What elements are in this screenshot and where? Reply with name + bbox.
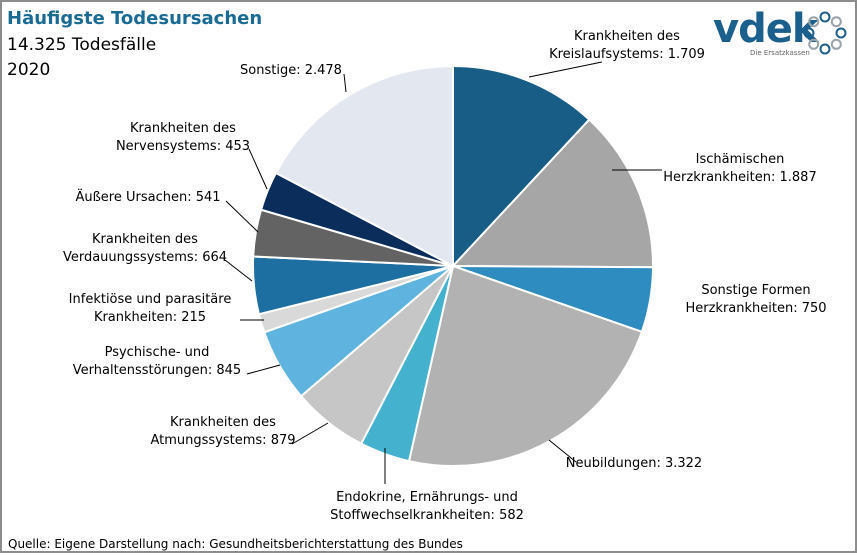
logo-ring-dot (803, 27, 815, 39)
slice-label-line: Sonstige: 2.478 (240, 63, 342, 78)
slice-label: Infektiöse und parasitäre Krankheiten: 21… (69, 292, 232, 325)
slice-label-line: Stoffwechselkrankheiten: 582 (330, 508, 524, 523)
chart-subtitle: 14.325 Todesfälle (7, 35, 157, 55)
label-leader-line (246, 364, 281, 375)
pie-slice (450, 118, 655, 269)
slice-label-line: Neubildungen: 3.322 (566, 456, 702, 471)
label-leader-line (343, 73, 347, 93)
slice-label: Krankheiten des Nervensystems: 453 (116, 121, 250, 154)
slice-label: Psychische- und Verhaltensstörungen: 845 (73, 345, 241, 378)
chart-year: 2020 (7, 60, 51, 80)
source-note: Quelle: Eigene Darstellung nach: Gesundh… (8, 537, 463, 551)
slice-labels: Krankheiten des Kreislaufsystems: 1.709 Is… (63, 29, 827, 523)
label-leader-line (225, 200, 259, 233)
logo-ring-dot (808, 38, 820, 50)
slice-label-line: Nervensystems: 453 (116, 139, 250, 154)
slice-label: Sonstige Formen Herzkrankheiten: 750 (685, 283, 826, 316)
vdek-logo: vdek (713, 6, 818, 52)
logo-ring-dot (819, 11, 831, 23)
slice-label: Ischämischen Herzkrankheiten: 1.887 (663, 152, 816, 185)
slice-label: Neubildungen: 3.322 (566, 456, 702, 471)
label-leader-line (224, 259, 253, 282)
slice-label: Sonstige: 2.478 (240, 63, 342, 78)
label-leader-line (528, 61, 603, 78)
slice-label: Krankheiten des Atmungssystems: 879 (150, 415, 295, 448)
logo-ring-dot (819, 43, 831, 55)
slice-label-line: Verhaltensstörungen: 845 (73, 363, 241, 378)
logo-ring-dot (830, 38, 842, 50)
slice-label-line: Kreislaufsystems: 1.709 (549, 47, 705, 62)
pie-slice (452, 64, 591, 269)
slice-label-line: Verdauungssystems: 664 (63, 250, 227, 265)
slice-label-line: Krankheiten: 215 (94, 310, 206, 325)
slice-label-line: Krankheiten des (170, 415, 276, 430)
slice-label-line: Endokrine, Ernährungs- und (336, 490, 518, 505)
chart-title: Häufigste Todesursachen (7, 8, 263, 29)
label-leader-line (548, 439, 577, 463)
slice-label-line: Krankheiten des (574, 29, 680, 44)
pie-slices (252, 64, 655, 467)
slice-label-line: Ischämischen (696, 152, 785, 167)
logo-ring-dot (835, 27, 847, 39)
slice-label-line: Psychische- und (105, 345, 210, 360)
slice-label: Äußere Ursachen: 541 (75, 189, 220, 205)
slice-label-line: Äußere Ursachen: 541 (75, 189, 220, 205)
slice-label-line: Krankheiten des (130, 121, 236, 136)
slice-label-line: Krankheiten des (92, 232, 198, 247)
slice-label: Endokrine, Ernährungs- und Stoffwechselkr… (330, 490, 524, 523)
slice-label: Krankheiten des Kreislaufsystems: 1.709 (549, 29, 705, 62)
slice-label-line: Infektiöse und parasitäre (69, 292, 232, 307)
logo-ring-dot (830, 16, 842, 28)
logo-ring-dot (808, 16, 820, 28)
label-leader-line (291, 422, 329, 445)
slice-label: Krankheiten des Verdauungssystems: 664 (63, 232, 227, 265)
slice-label-line: Sonstige Formen (701, 283, 810, 298)
slice-label-line: Herzkrankheiten: 750 (685, 301, 826, 316)
slice-label-line: Herzkrankheiten: 1.887 (663, 170, 816, 185)
logo-ring-icon (803, 11, 847, 55)
logo-tagline: Die Ersatzkassen (750, 49, 810, 57)
label-leader-line (248, 148, 268, 190)
slice-label-line: Atmungssystems: 879 (150, 433, 295, 448)
pie-slice (274, 64, 454, 268)
